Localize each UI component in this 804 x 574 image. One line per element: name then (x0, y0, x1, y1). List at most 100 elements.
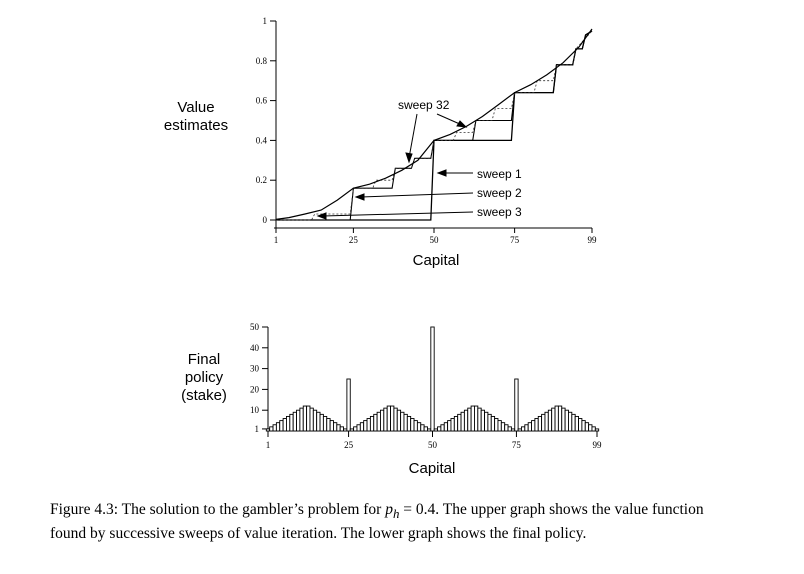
policy-ylabel-line1: Final (188, 351, 221, 368)
policy-bar (571, 413, 576, 432)
annotation-sweep-32: sweep 32 (398, 98, 450, 112)
policy-bar (497, 420, 502, 432)
policy-bar (400, 411, 405, 432)
policy-bar (312, 409, 318, 432)
policy-bar (336, 424, 341, 432)
value-xlabel: Capital (413, 252, 460, 269)
value-y-tick-label: 0.4 (256, 135, 268, 145)
policy-bar (477, 407, 482, 432)
arrow-sweep32-b (436, 113, 463, 126)
policy-bar (316, 411, 321, 432)
policy-bar (265, 428, 271, 432)
policy-bar (433, 428, 438, 432)
policy-x-tick-label: 75 (512, 440, 522, 450)
policy-bar (537, 415, 543, 432)
arrowhead-sweep3 (316, 212, 327, 220)
policy-bar (279, 420, 284, 432)
policy-y-tick-label: 30 (250, 364, 260, 374)
policy-bar (306, 405, 311, 432)
value-y-tick-label: 0.8 (256, 56, 268, 66)
policy-bar (292, 411, 297, 432)
policy-bar (591, 426, 596, 432)
policy-bar (353, 426, 358, 432)
policy-bar (564, 409, 569, 432)
policy-y-tick-label: 50 (250, 322, 260, 332)
policy-bar (574, 415, 579, 432)
policy-bar (584, 422, 590, 432)
value-x-tick-label: 99 (588, 235, 598, 245)
policy-xlabel: Capital (409, 460, 456, 477)
policy-bar (410, 418, 415, 432)
policy-bar (487, 413, 492, 432)
policy-ylabel-line2: policy (185, 369, 224, 386)
caption-equation: = 0.4. (399, 501, 440, 518)
policy-bar (568, 411, 573, 432)
policy-bar (386, 405, 391, 432)
value-ylabel-line2: estimates (164, 117, 228, 134)
policy-bar (346, 378, 351, 432)
policy-bar (296, 409, 301, 432)
policy-series (265, 326, 600, 432)
value-y-tick-label: 0.6 (256, 96, 268, 106)
policy-bar (467, 407, 472, 432)
policy-bar (406, 415, 412, 432)
arrowhead-sweep2 (354, 193, 365, 201)
policy-bar (510, 428, 516, 432)
policy-bar (463, 409, 469, 432)
policy-bar (369, 415, 375, 432)
policy-bar (359, 422, 365, 432)
policy-bar (551, 407, 556, 432)
policy-y-tick-label: 10 (250, 405, 260, 415)
policy-bar (309, 407, 314, 432)
policy-bar (329, 420, 334, 432)
policy-bar (275, 422, 281, 432)
caption-rest: The upper graph shows the value function… (50, 501, 704, 543)
policy-bar (517, 428, 522, 432)
arrow-sweep3 (322, 211, 474, 217)
policy-bar (453, 415, 459, 432)
arrow-sweep32-a (408, 113, 418, 159)
policy-bar (541, 413, 546, 432)
policy-bar (484, 411, 489, 432)
policy-bar (557, 405, 563, 432)
value-ylabel-line1: Value (177, 99, 214, 116)
policy-bar (531, 420, 536, 432)
policy-bar (490, 415, 496, 432)
policy-chart: Final policy (stake) 1 10 20 30 40 50 1 25 50 75 9… (181, 322, 602, 477)
policy-bar (544, 411, 549, 432)
arrowhead-sweep32-b (456, 120, 468, 128)
policy-bar (383, 407, 388, 432)
policy-bar (521, 426, 526, 432)
policy-bar (286, 415, 291, 432)
policy-bar (322, 415, 328, 432)
value-x-tick-label: 25 (349, 235, 359, 245)
policy-y-tick-label: 1 (255, 424, 260, 434)
series-sweep-3 (276, 30, 593, 221)
policy-bar (507, 426, 512, 432)
policy-bar (269, 426, 274, 432)
arrowhead-sweep1 (436, 169, 447, 177)
policy-bar (393, 407, 398, 432)
policy-bar (450, 418, 455, 432)
policy-bar (343, 428, 348, 432)
policy-bar (554, 405, 559, 432)
policy-bar (534, 418, 539, 432)
policy-x-tick-label: 25 (344, 440, 354, 450)
policy-bar (396, 409, 402, 432)
policy-bar (494, 418, 499, 432)
value-x-tick-label: 75 (510, 235, 520, 245)
policy-bar (302, 405, 308, 432)
policy-bar (363, 420, 368, 432)
policy-bar (420, 424, 425, 432)
policy-x-tick-label: 50 (428, 440, 438, 450)
policy-bar (440, 424, 445, 432)
policy-bar (366, 418, 371, 432)
caption-subscript: h (392, 506, 400, 522)
annotation-sweep-2: sweep 2 (477, 186, 522, 200)
policy-bar (376, 411, 381, 432)
policy-bar (289, 413, 294, 432)
arrowhead-sweep32-a (405, 152, 413, 164)
policy-bar (326, 418, 331, 432)
policy-bar (437, 426, 442, 432)
